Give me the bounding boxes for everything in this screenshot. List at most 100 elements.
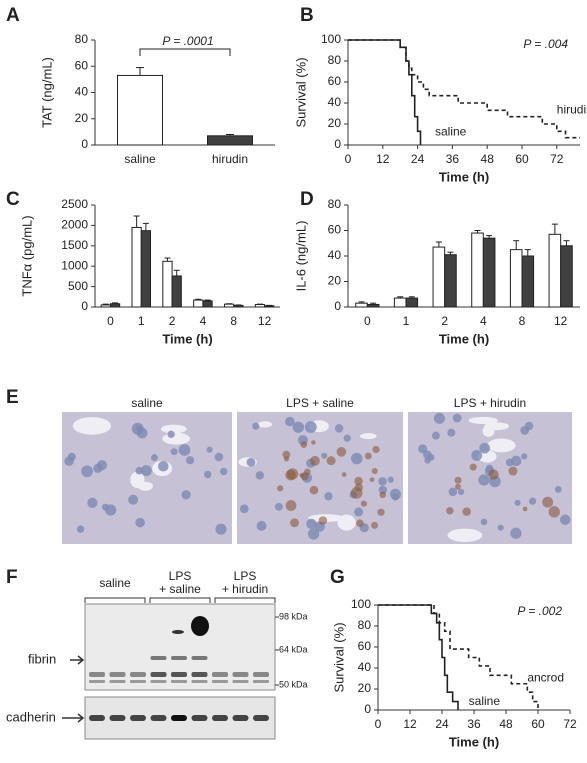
vessel bbox=[487, 438, 516, 453]
y-tick-label: 60 bbox=[75, 58, 89, 72]
stain bbox=[282, 450, 291, 459]
nucleus bbox=[418, 444, 428, 454]
y-axis-title: Survival (%) bbox=[331, 622, 346, 692]
stain bbox=[508, 466, 518, 476]
nucleus bbox=[448, 487, 458, 497]
stain bbox=[446, 507, 454, 515]
bar bbox=[405, 297, 419, 308]
panel-letter: G bbox=[330, 567, 345, 588]
nucleus bbox=[140, 465, 152, 477]
stain bbox=[286, 468, 299, 480]
micrograph bbox=[408, 412, 572, 544]
stain bbox=[454, 483, 461, 490]
nucleus bbox=[87, 497, 98, 508]
band bbox=[171, 680, 187, 683]
bar bbox=[355, 302, 368, 308]
x-tick-label: 1 bbox=[138, 314, 145, 328]
x-tick-label: 4 bbox=[200, 314, 207, 328]
stain bbox=[377, 508, 385, 516]
stain bbox=[542, 496, 554, 508]
vessel bbox=[359, 433, 377, 440]
bar bbox=[233, 304, 244, 308]
nucleus bbox=[274, 502, 283, 511]
y-tick-label: 20 bbox=[328, 116, 342, 130]
series-label: hirudin bbox=[557, 103, 587, 117]
x-axis-title: Time (h) bbox=[439, 169, 489, 184]
nucleus bbox=[524, 421, 534, 431]
nucleus bbox=[479, 442, 491, 454]
nucleus bbox=[157, 460, 169, 472]
nucleus bbox=[478, 474, 490, 486]
micrograph bbox=[62, 412, 232, 544]
x-tick-label: 1 bbox=[403, 314, 410, 328]
nucleus bbox=[378, 485, 387, 495]
nucleus bbox=[514, 499, 521, 506]
lane-group-label: + hirudin bbox=[222, 582, 268, 596]
y-tick-label: 40 bbox=[75, 85, 89, 99]
panel-letter: C bbox=[6, 189, 20, 210]
y-tick-label: 2500 bbox=[61, 197, 88, 211]
nucleus bbox=[135, 466, 144, 475]
arrow bbox=[70, 655, 85, 665]
x-tick-label: 48 bbox=[499, 717, 513, 731]
stain bbox=[326, 456, 336, 466]
nucleus bbox=[285, 416, 295, 427]
y-tick-label: 40 bbox=[358, 660, 372, 674]
y-tick-label: 0 bbox=[334, 299, 341, 313]
bar bbox=[471, 232, 484, 308]
nucleus bbox=[343, 434, 351, 442]
x-tick-label: 24 bbox=[435, 717, 449, 731]
band bbox=[253, 680, 269, 683]
band bbox=[109, 680, 126, 683]
y-tick-label: 80 bbox=[75, 32, 89, 46]
x-tick-label: 0 bbox=[107, 314, 114, 328]
band bbox=[109, 715, 126, 721]
significance-bracket bbox=[139, 48, 231, 56]
y-tick-label: 100 bbox=[321, 32, 341, 46]
stain bbox=[283, 456, 290, 462]
x-axis-title: Time (h) bbox=[449, 734, 499, 749]
y-tick-label: 80 bbox=[328, 197, 342, 211]
x-tick-label: 2 bbox=[441, 314, 448, 328]
y-tick-label: 20 bbox=[75, 111, 89, 125]
stain bbox=[488, 469, 499, 480]
band bbox=[171, 656, 187, 660]
nucleus bbox=[186, 456, 195, 465]
x-tick-label: 72 bbox=[563, 717, 577, 731]
stain bbox=[290, 518, 300, 528]
vessel bbox=[257, 421, 273, 428]
stain bbox=[522, 506, 528, 512]
group-bracket bbox=[149, 597, 211, 603]
stain bbox=[285, 500, 297, 511]
band bbox=[253, 715, 269, 721]
nucleus bbox=[64, 456, 74, 466]
nucleus bbox=[433, 412, 445, 424]
y-tick-label: 40 bbox=[328, 95, 342, 109]
bar bbox=[482, 237, 496, 308]
stain bbox=[318, 516, 328, 525]
nucleus bbox=[246, 457, 256, 467]
stain bbox=[309, 485, 319, 495]
panel-letter: E bbox=[6, 387, 19, 408]
nucleus bbox=[392, 493, 399, 501]
x-tick-label: 12 bbox=[258, 314, 272, 328]
stain bbox=[354, 476, 363, 486]
nucleus bbox=[170, 448, 178, 456]
bar bbox=[444, 254, 457, 308]
row-label: fibrin bbox=[28, 651, 56, 666]
nucleus bbox=[252, 422, 260, 430]
nucleus bbox=[554, 486, 562, 493]
stain bbox=[311, 440, 316, 445]
bar bbox=[264, 305, 275, 308]
x-axis-title: Time (h) bbox=[439, 331, 489, 346]
nucleus bbox=[510, 455, 522, 467]
stain bbox=[462, 507, 471, 516]
panel-letter: A bbox=[6, 5, 20, 26]
band bbox=[212, 672, 228, 677]
x-tick-label: 36 bbox=[446, 152, 460, 166]
nucleus bbox=[528, 497, 537, 505]
size-marker: 64 kDa bbox=[279, 644, 308, 654]
band bbox=[130, 672, 146, 677]
panel-letter: B bbox=[300, 5, 314, 26]
